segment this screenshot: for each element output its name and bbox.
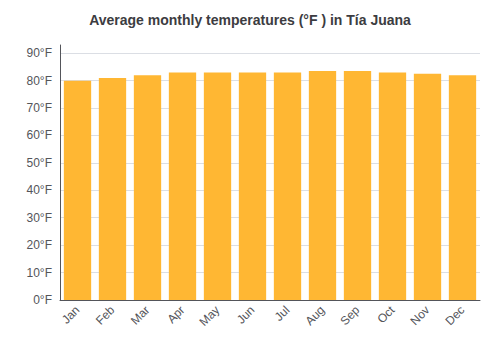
svg-text:Mar: Mar xyxy=(128,303,153,327)
svg-text:Jan: Jan xyxy=(59,303,83,327)
svg-text:40°F: 40°F xyxy=(27,183,52,197)
svg-text:10°F: 10°F xyxy=(27,266,52,280)
svg-text:0°F: 0°F xyxy=(33,293,52,307)
svg-text:20°F: 20°F xyxy=(27,238,52,252)
svg-text:Average monthly temperatures (: Average monthly temperatures (°F ) in Tí… xyxy=(89,12,411,28)
svg-text:Aug: Aug xyxy=(302,303,327,328)
svg-text:90°F: 90°F xyxy=(27,46,52,60)
svg-text:Apr: Apr xyxy=(164,303,187,326)
svg-text:80°F: 80°F xyxy=(27,74,52,88)
svg-text:Feb: Feb xyxy=(93,303,118,328)
svg-text:Sep: Sep xyxy=(337,303,362,328)
svg-text:Nov: Nov xyxy=(407,303,432,328)
svg-text:Dec: Dec xyxy=(442,303,467,328)
svg-text:May: May xyxy=(197,303,223,329)
svg-text:Jun: Jun xyxy=(234,303,258,327)
svg-text:50°F: 50°F xyxy=(27,156,52,170)
svg-text:Jul: Jul xyxy=(272,303,293,324)
svg-text:70°F: 70°F xyxy=(27,101,52,115)
svg-text:30°F: 30°F xyxy=(27,211,52,225)
svg-text:Oct: Oct xyxy=(374,303,398,327)
svg-text:60°F: 60°F xyxy=(27,128,52,142)
